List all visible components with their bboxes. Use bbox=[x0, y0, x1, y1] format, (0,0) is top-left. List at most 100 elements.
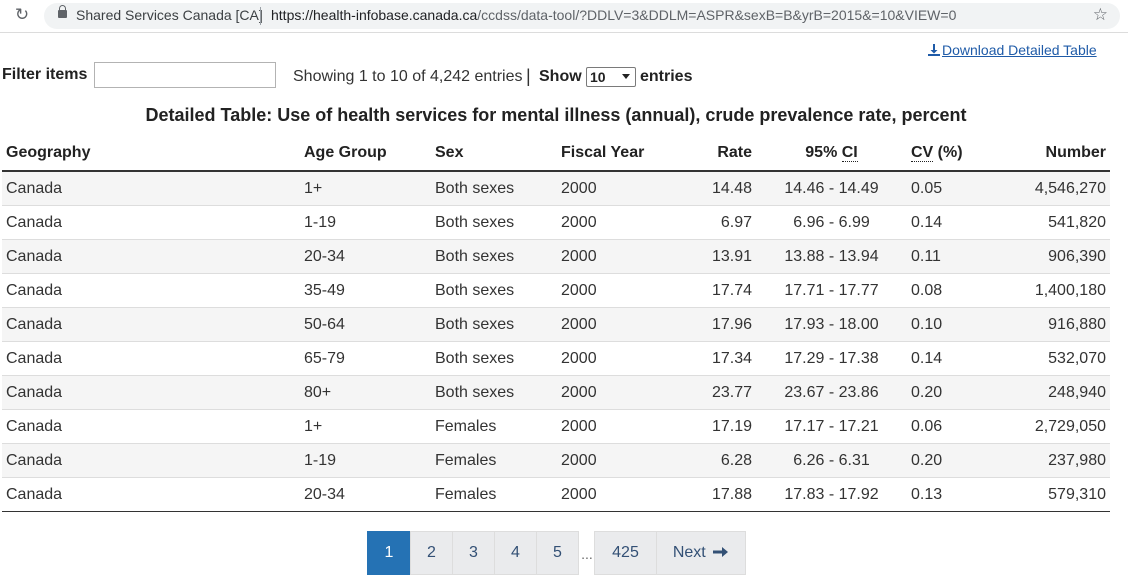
header-ci-abbr: CI bbox=[841, 144, 858, 162]
cell-cv: 0.08 bbox=[907, 273, 1008, 308]
reload-icon[interactable]: ↻ bbox=[14, 5, 30, 24]
cell-cv: 0.11 bbox=[907, 239, 1008, 274]
page-button-3[interactable]: 3 bbox=[452, 531, 495, 575]
cell-cv: 0.20 bbox=[907, 443, 1008, 478]
cell-fiscal-year: 2000 bbox=[557, 341, 680, 376]
table-row: Canada 1+ Both sexes 2000 14.48 14.46 - 14.49… bbox=[2, 171, 1110, 206]
cell-ci: 6.96 - 6.99 bbox=[756, 205, 907, 240]
entries-label: entries bbox=[640, 68, 693, 85]
cell-rate: 17.88 bbox=[680, 477, 756, 512]
cell-fiscal-year: 2000 bbox=[557, 273, 680, 308]
cell-geography: Canada bbox=[2, 341, 300, 376]
cell-fiscal-year: 2000 bbox=[557, 239, 680, 274]
cell-geography: Canada bbox=[2, 375, 300, 410]
url-host: https://health-infobase.canada.ca bbox=[271, 7, 478, 23]
cell-cv: 0.13 bbox=[907, 477, 1008, 512]
cell-ci: 17.93 - 18.00 bbox=[756, 307, 907, 342]
lock-icon[interactable] bbox=[58, 5, 67, 18]
table-info: Showing 1 to 10 of 4,242 entries bbox=[293, 68, 523, 85]
cell-geography: Canada bbox=[2, 409, 300, 444]
show-label: Show bbox=[539, 68, 582, 85]
page-button-last[interactable]: 425 bbox=[594, 531, 657, 575]
detailed-table: Geography Age Group Sex Fiscal Year Rate… bbox=[2, 136, 1110, 512]
header-sex[interactable]: Sex bbox=[431, 136, 557, 172]
page-button-5[interactable]: 5 bbox=[536, 531, 579, 575]
cell-sex: Both sexes bbox=[431, 341, 557, 376]
header-fiscal-year[interactable]: Fiscal Year bbox=[557, 136, 680, 172]
chevron-down-icon bbox=[622, 74, 630, 79]
cell-geography: Canada bbox=[2, 205, 300, 240]
page-button-1[interactable]: 1 bbox=[367, 531, 411, 575]
cell-geography: Canada bbox=[2, 443, 300, 478]
table-row: Canada 1-19 Both sexes 2000 6.97 6.96 - 6.99 0… bbox=[2, 205, 1110, 240]
table-row: Canada 20-34 Females 2000 17.88 17.83 - 17.92… bbox=[2, 477, 1110, 512]
download-detailed-table-link[interactable]: Download Detailed Table bbox=[928, 42, 1097, 58]
header-row: Geography Age Group Sex Fiscal Year Rate… bbox=[2, 136, 1110, 172]
omnibox[interactable]: Shared Services Canada [CA] https://heal… bbox=[44, 3, 1120, 29]
cell-age-group: 1+ bbox=[300, 171, 431, 206]
cell-sex: Both sexes bbox=[431, 171, 557, 206]
cell-number: 906,390 bbox=[1008, 239, 1110, 274]
cell-fiscal-year: 2000 bbox=[557, 477, 680, 512]
cell-sex: Both sexes bbox=[431, 307, 557, 342]
table-row: Canada 1-19 Females 2000 6.28 6.26 - 6.31 0.20… bbox=[2, 443, 1110, 478]
table-body: Canada 1+ Both sexes 2000 14.48 14.46 - 14.49… bbox=[2, 171, 1110, 512]
star-icon[interactable]: ☆ bbox=[1092, 5, 1108, 24]
url-text[interactable]: https://health-infobase.canada.ca/ccdss/… bbox=[271, 7, 956, 23]
header-cv[interactable]: CV (%) bbox=[907, 136, 1008, 172]
cell-fiscal-year: 2000 bbox=[557, 205, 680, 240]
download-label: Download Detailed Table bbox=[942, 42, 1097, 58]
cell-fiscal-year: 2000 bbox=[557, 443, 680, 478]
cell-fiscal-year: 2000 bbox=[557, 307, 680, 342]
header-number[interactable]: Number bbox=[1008, 136, 1110, 172]
cell-fiscal-year: 2000 bbox=[557, 375, 680, 410]
cell-age-group: 35-49 bbox=[300, 273, 431, 308]
url-path: /ccdss/data-tool/?DDLV=3&DDLM=ASPR&sexB=… bbox=[477, 7, 957, 23]
cell-sex: Both sexes bbox=[431, 205, 557, 240]
cell-sex: Both sexes bbox=[431, 239, 557, 274]
cell-cv: 0.20 bbox=[907, 375, 1008, 410]
cell-sex: Both sexes bbox=[431, 273, 557, 308]
cell-age-group: 1+ bbox=[300, 409, 431, 444]
site-identity[interactable]: Shared Services Canada [CA] bbox=[76, 7, 263, 23]
browser-address-bar: ↻ Shared Services Canada [CA] https://he… bbox=[0, 0, 1128, 33]
cell-rate: 17.19 bbox=[680, 409, 756, 444]
arrow-right-icon bbox=[713, 547, 729, 557]
cell-rate: 6.28 bbox=[680, 443, 756, 478]
cell-ci: 13.88 - 13.94 bbox=[756, 239, 907, 274]
cell-number: 532,070 bbox=[1008, 341, 1110, 376]
page-button-4[interactable]: 4 bbox=[494, 531, 537, 575]
cell-number: 248,940 bbox=[1008, 375, 1110, 410]
cell-sex: Females bbox=[431, 409, 557, 444]
cell-ci: 14.46 - 14.49 bbox=[756, 171, 907, 206]
pagination-ellipsis: ... bbox=[581, 546, 593, 562]
cell-number: 237,980 bbox=[1008, 443, 1110, 478]
header-age-group[interactable]: Age Group bbox=[300, 136, 431, 172]
cell-number: 579,310 bbox=[1008, 477, 1110, 512]
header-rate[interactable]: Rate bbox=[680, 136, 756, 172]
filter-input[interactable] bbox=[94, 62, 276, 88]
cell-rate: 14.48 bbox=[680, 171, 756, 206]
header-cv-abbr: CV bbox=[911, 144, 934, 162]
cell-cv: 0.05 bbox=[907, 171, 1008, 206]
header-geography[interactable]: Geography bbox=[2, 136, 300, 172]
cell-number: 1,400,180 bbox=[1008, 273, 1110, 308]
omnibox-separator bbox=[260, 7, 261, 25]
cell-rate: 13.91 bbox=[680, 239, 756, 274]
header-ci[interactable]: 95% CI bbox=[756, 136, 907, 172]
cell-geography: Canada bbox=[2, 239, 300, 274]
entries-per-page-select[interactable]: 10 bbox=[586, 67, 636, 87]
cell-rate: 6.97 bbox=[680, 205, 756, 240]
next-button[interactable]: Next bbox=[656, 531, 746, 575]
info-separator: | bbox=[526, 66, 531, 86]
cell-age-group: 80+ bbox=[300, 375, 431, 410]
cell-number: 541,820 bbox=[1008, 205, 1110, 240]
page-button-2[interactable]: 2 bbox=[410, 531, 453, 575]
cell-ci: 17.17 - 17.21 bbox=[756, 409, 907, 444]
cell-age-group: 50-64 bbox=[300, 307, 431, 342]
cell-rate: 17.74 bbox=[680, 273, 756, 308]
cell-cv: 0.06 bbox=[907, 409, 1008, 444]
cell-ci: 17.71 - 17.77 bbox=[756, 273, 907, 308]
cell-ci: 6.26 - 6.31 bbox=[756, 443, 907, 478]
next-label: Next bbox=[672, 544, 706, 561]
